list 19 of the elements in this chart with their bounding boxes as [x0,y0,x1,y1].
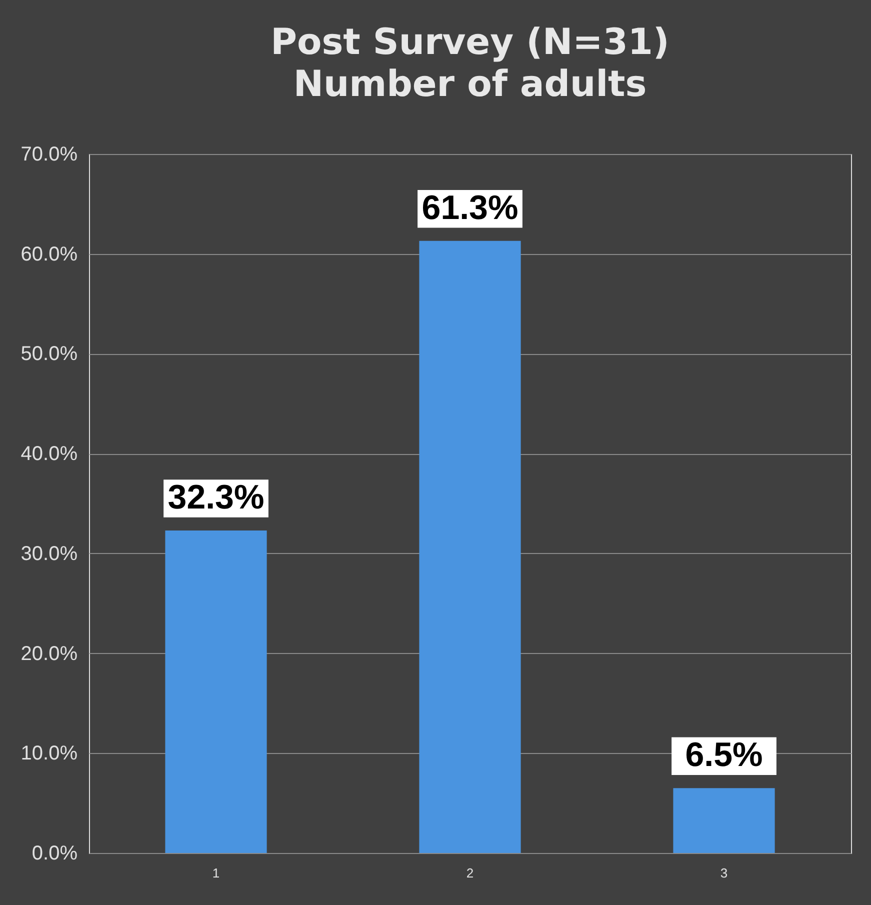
y-tick-label: 70.0% [20,144,78,166]
data-label: 32.3% [168,478,264,516]
chart-subtitle: Number of adults [293,64,647,105]
bar [673,788,775,853]
chart-title: Post Survey (N=31) [270,22,670,63]
y-tick-label: 20.0% [20,642,78,665]
data-label: 6.5% [685,736,763,774]
y-tick-label: 40.0% [20,443,78,466]
x-tick-label: 3 [720,866,728,880]
bar [165,530,267,853]
y-tick-label: 60.0% [20,243,78,266]
data-label: 61.3% [422,188,518,227]
bar [419,240,521,853]
x-tick-label: 1 [212,866,220,880]
y-tick-label: 0.0% [32,842,78,864]
y-tick-label: 50.0% [20,343,78,366]
y-tick-label: 10.0% [20,742,78,765]
x-tick-label: 2 [466,866,474,880]
y-tick-label: 30.0% [20,542,78,565]
